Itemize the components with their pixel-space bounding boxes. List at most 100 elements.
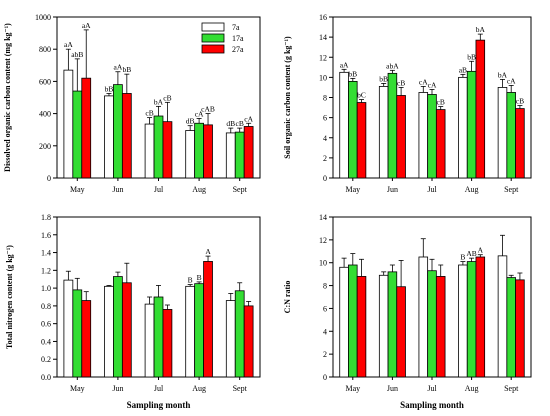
- bar-27a-Sept: [515, 279, 525, 378]
- bar-17a-Jul: [427, 94, 437, 179]
- x-tick-label: Sept: [233, 185, 248, 194]
- bar-17a-Aug: [466, 70, 477, 179]
- significance-label: cB: [516, 97, 524, 106]
- significance-label: cA: [244, 114, 253, 123]
- y-tick-label: 0.2: [41, 355, 51, 364]
- significance-label: cA: [507, 76, 516, 85]
- bar-27a-May: [356, 276, 367, 378]
- significance-label: A: [205, 247, 211, 256]
- x-tick-label: Jul: [427, 185, 437, 194]
- y-tick-label: 1.8: [41, 213, 51, 222]
- bar-27a-Jun: [121, 282, 132, 378]
- y-tick-label: 12: [319, 53, 327, 62]
- bar-17a-May: [348, 81, 358, 179]
- x-tick-label: Aug: [465, 185, 479, 194]
- significance-label: aA: [82, 21, 91, 30]
- x-tick-label: Sept: [233, 384, 248, 393]
- y-tick-label: 1.2: [41, 266, 51, 275]
- bar-7a-Aug: [185, 285, 196, 378]
- bar-27a-Jul: [162, 121, 173, 179]
- bar-27a-May: [81, 77, 92, 179]
- y-tick-label: 1000: [35, 13, 51, 22]
- y-tick-label: 0: [47, 174, 51, 183]
- significance-label: bA: [476, 25, 486, 34]
- significance-label: bB: [122, 65, 131, 74]
- bar-17a-May: [72, 289, 83, 378]
- bar-7a-Jun: [104, 95, 114, 179]
- y-tick-label: 0.4: [41, 337, 51, 346]
- bar-17a-Aug: [194, 122, 204, 179]
- bar-7a-Aug: [458, 76, 468, 179]
- y-tick-label: 6: [323, 304, 327, 313]
- bar-7a-Sept: [225, 132, 236, 179]
- significance-label: cB: [236, 119, 244, 128]
- bar-27a-Sept: [515, 108, 525, 179]
- bar-27a-Aug: [203, 261, 213, 378]
- bar-17a-Sept: [234, 290, 245, 378]
- significance-label: B: [460, 253, 465, 262]
- y-tick-label: 8: [323, 282, 327, 291]
- y-tick-label: 0.0: [41, 373, 51, 382]
- significance-label: abB: [71, 50, 83, 59]
- significance-label: B: [197, 273, 202, 282]
- significance-label: cA: [428, 80, 437, 89]
- bar-27a-Jul: [162, 309, 173, 378]
- x-tick-label: May: [70, 384, 85, 393]
- y-tick-label: 4: [323, 327, 327, 336]
- y-tick-label: 2: [323, 350, 327, 359]
- y-tick-label: 0: [323, 174, 327, 183]
- bar-27a-Jun: [396, 95, 406, 179]
- significance-label: cB: [163, 93, 171, 102]
- x-axis-label: Sampling month: [400, 400, 464, 410]
- x-tick-label: Jun: [112, 185, 123, 194]
- significance-label: bB: [348, 69, 357, 78]
- y-tick-label: 400: [39, 110, 51, 119]
- bar-17a-Aug: [194, 283, 204, 378]
- panel-2: 0 2 4 6 8 10 12 14 16 Soil organic carbon content…: [283, 13, 532, 194]
- y-axis-label: Soil organic carbon content (g kg⁻¹): [283, 36, 292, 159]
- bar-27a-May: [81, 300, 92, 378]
- y-tick-label: 8: [323, 94, 327, 103]
- legend-swatch-17a: [201, 33, 225, 43]
- y-tick-label: 10: [319, 73, 327, 82]
- legend-label-17a: 17a: [232, 34, 244, 43]
- x-tick-label: Aug: [192, 185, 206, 194]
- bar-7a-Sept: [497, 255, 508, 378]
- y-tick-label: 0: [323, 373, 327, 382]
- significance-label: aA: [64, 40, 73, 49]
- x-axis-label: Sampling month: [127, 400, 191, 410]
- bar-7a-Jul: [144, 123, 155, 179]
- y-tick-label: 14: [319, 33, 327, 42]
- significance-label: bC: [357, 91, 366, 100]
- bar-7a-Sept: [225, 300, 236, 378]
- significance-label: dB: [226, 119, 235, 128]
- bar-7a-Jul: [418, 256, 429, 378]
- bar-17a-Aug: [466, 261, 477, 378]
- x-tick-label: May: [345, 185, 360, 194]
- y-tick-label: 12: [319, 236, 327, 245]
- bar-17a-Sept: [506, 277, 516, 378]
- bar-17a-Jul: [427, 270, 437, 378]
- bar-27a-Jul: [435, 109, 446, 179]
- bar-17a-May: [348, 264, 358, 378]
- y-tick-label: 1.6: [41, 231, 51, 240]
- legend-label-7a: 7a: [232, 23, 240, 32]
- bar-17a-Jul: [153, 115, 164, 179]
- bar-27a-Aug: [475, 256, 486, 378]
- y-tick-label: 14: [319, 213, 327, 222]
- panel-4: 0 2 4 6 8 10 12 14 C:N ratio Sampling month May Jun…: [283, 213, 532, 410]
- y-tick-label: 1.4: [41, 249, 51, 258]
- legend-swatch-7a: [201, 22, 225, 32]
- y-tick-label: 200: [39, 142, 51, 151]
- significance-label: cB: [145, 109, 153, 118]
- bar-27a-Jun: [396, 286, 406, 378]
- significance-label: aB: [459, 65, 467, 74]
- y-tick-label: 600: [39, 77, 51, 86]
- significance-label: cA: [419, 77, 428, 86]
- significance-label: aA: [114, 63, 123, 72]
- panel-1: 0 200 400 600 800 1000 Dissolved organic carbo…: [3, 13, 261, 194]
- x-tick-label: Jul: [154, 185, 164, 194]
- x-tick-label: Sept: [504, 384, 519, 393]
- bar-27a-May: [356, 102, 367, 179]
- y-tick-label: 6: [323, 114, 327, 123]
